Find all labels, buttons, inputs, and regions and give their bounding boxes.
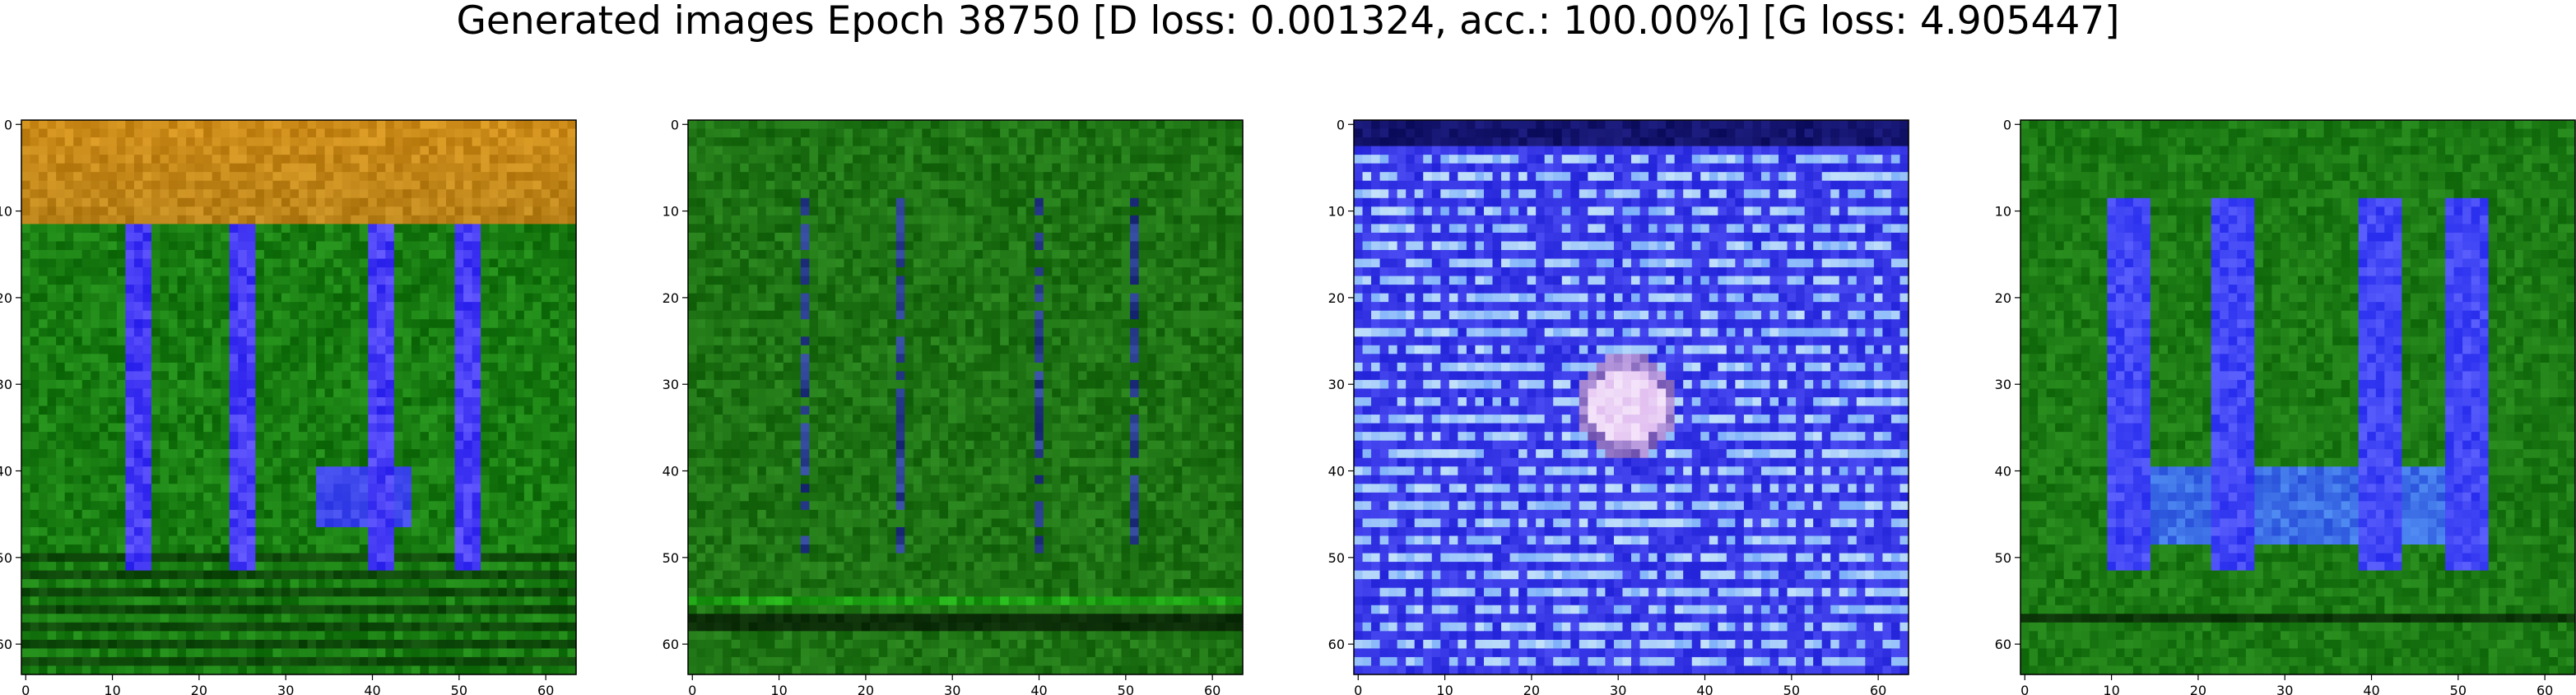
y-tick-label: 60: [663, 637, 679, 652]
x-tick-label: 10: [1436, 683, 1453, 695]
axes-frame: [1353, 119, 1909, 675]
image-axes-3: 0 10 20 30 40 50 60 0 10 20 30 40 50 60: [1328, 117, 1909, 695]
generated-image-1: [21, 120, 577, 675]
image-panel-1: 0 10 20 30 40 50 60 0 10 20 30 40 50 60: [0, 0, 647, 695]
y-tick-label: 10: [1328, 204, 1345, 220]
y-tick-label: 60: [1995, 637, 2011, 652]
x-tick-label: 40: [1030, 683, 1047, 695]
x-tick-label: 20: [2190, 683, 2206, 695]
x-tick-label: 40: [1696, 683, 1713, 695]
y-tick-label: 50: [1995, 550, 2011, 566]
x-tick-label: 40: [364, 683, 380, 695]
x-tick-label: 10: [770, 683, 787, 695]
image-panel-2: 0 10 20 30 40 50 60 0 10 20 30 40 50 60: [663, 0, 1314, 695]
image-axes-1: 0 10 20 30 40 50 60 0 10 20 30 40 50 60: [0, 117, 577, 695]
y-tick-label: 50: [663, 550, 679, 566]
y-tick-label: 0: [1337, 117, 1345, 132]
x-tick-label: 0: [688, 683, 696, 695]
generated-image-3: [1354, 120, 1909, 675]
x-tick-label: 10: [104, 683, 120, 695]
x-tick-label: 60: [537, 683, 554, 695]
x-tick-label: 60: [2536, 683, 2553, 695]
x-tick-label: 20: [1523, 683, 1540, 695]
y-tick-label: 20: [1328, 290, 1345, 306]
image-panel-4: 0 10 20 30 40 50 60 0 10 20 30 40 50 60: [1995, 0, 2576, 695]
y-tick-label: 60: [0, 637, 12, 652]
x-tick-label: 50: [451, 683, 467, 695]
x-tick-label: 0: [21, 683, 30, 695]
generated-image-4: [2020, 120, 2576, 675]
y-tick-label: 40: [0, 464, 12, 480]
x-tick-label: 30: [277, 683, 294, 695]
x-tick-label: 30: [944, 683, 960, 695]
y-tick-label: 30: [1328, 377, 1345, 392]
x-tick-label: 60: [1870, 683, 1886, 695]
y-tick-label: 0: [4, 117, 12, 132]
x-tick-label: 50: [2450, 683, 2467, 695]
y-tick-label: 50: [1328, 550, 1345, 566]
axes-frame: [687, 119, 1244, 675]
y-tick-label: 10: [1995, 204, 2011, 220]
image-axes-4: 0 10 20 30 40 50 60 0 10 20 30 40 50 60: [1995, 117, 2576, 695]
x-tick-label: 60: [1204, 683, 1221, 695]
y-tick-label: 0: [671, 117, 679, 132]
y-tick-label: 50: [0, 550, 12, 566]
x-tick-label: 0: [1354, 683, 1362, 695]
y-tick-label: 10: [0, 204, 12, 220]
y-tick-label: 20: [663, 290, 679, 306]
axes-frame: [2020, 119, 2576, 675]
y-tick-label: 30: [1995, 377, 2011, 392]
x-tick-label: 30: [2276, 683, 2293, 695]
x-tick-label: 20: [191, 683, 207, 695]
x-tick-label: 20: [858, 683, 874, 695]
x-tick-label: 30: [1610, 683, 1626, 695]
y-tick-label: 40: [1328, 464, 1345, 480]
axes-frame: [21, 119, 577, 675]
x-tick-label: 10: [2103, 683, 2119, 695]
y-tick-label: 40: [1995, 464, 2011, 480]
y-tick-label: 20: [1995, 290, 2011, 306]
y-tick-label: 30: [663, 377, 679, 392]
y-tick-label: 20: [0, 290, 12, 306]
y-tick-label: 0: [2003, 117, 2011, 132]
y-tick-label: 30: [0, 377, 12, 392]
x-tick-label: 0: [2020, 683, 2029, 695]
x-tick-label: 50: [1783, 683, 1800, 695]
image-panel-3: 0 10 20 30 40 50 60 0 10 20 30 40 50 60: [1328, 0, 1979, 695]
y-tick-label: 60: [1328, 637, 1345, 652]
figure-title: Generated images Epoch 38750 [D loss: 0.…: [456, 0, 2120, 44]
y-tick-label: 10: [663, 204, 679, 220]
image-axes-2: 0 10 20 30 40 50 60 0 10 20 30 40 50 60: [663, 117, 1244, 695]
y-tick-label: 40: [663, 464, 679, 480]
generated-image-2: [688, 120, 1244, 675]
x-tick-label: 50: [1118, 683, 1134, 695]
x-tick-label: 40: [2363, 683, 2379, 695]
